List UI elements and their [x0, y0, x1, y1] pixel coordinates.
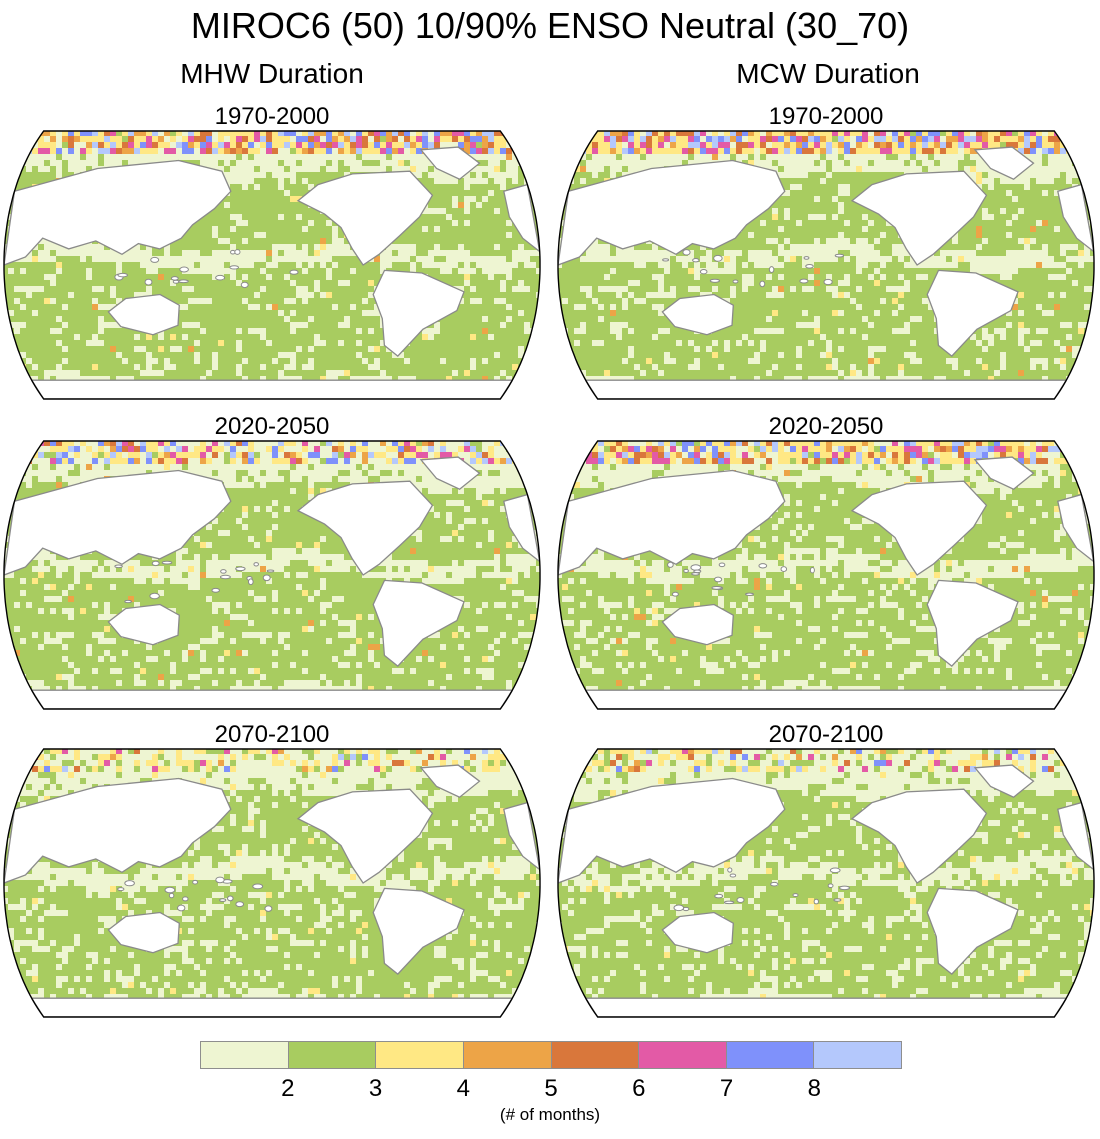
land-mass — [926, 269, 1019, 357]
colorbar-tick-label: 3 — [368, 1075, 383, 1102]
panel-title-mcw-3: 2070-2100 — [768, 721, 884, 748]
colorbar-tick-label: 2 — [281, 1075, 295, 1102]
colorbar-unit-label: (# of months) — [499, 1105, 601, 1124]
land-mass — [1057, 493, 1094, 564]
panel-title-mhw-2: 2020-2050 — [214, 413, 330, 440]
land-mass — [296, 170, 434, 266]
ocean-field — [4, 749, 540, 1017]
land-mass — [419, 764, 481, 798]
map-panel-mcw-2 — [556, 440, 1096, 710]
colorbar-box — [376, 1042, 464, 1068]
land-mass — [503, 801, 540, 872]
panel-title-mcw-2: 2020-2050 — [768, 413, 884, 440]
land-mass — [30, 997, 514, 1017]
map-outline — [3, 440, 541, 710]
colorbar-tick-label: 7 — [719, 1075, 734, 1102]
ocean-field — [558, 749, 1094, 1017]
panel-title-mhw-1: 1970-2000 — [214, 103, 330, 130]
land-mass — [584, 689, 1068, 709]
land-mass — [296, 480, 434, 576]
land-mass — [4, 159, 232, 266]
column-heading-mhw: MHW Duration — [180, 58, 364, 89]
land-mass — [584, 379, 1068, 399]
colorbar-tick-label: 6 — [632, 1075, 646, 1102]
map-panel-mhw-2 — [2, 440, 542, 710]
land-mass — [973, 456, 1035, 490]
colorbar-box — [814, 1042, 901, 1068]
colorbar-box — [551, 1042, 640, 1068]
land-mass — [1057, 183, 1094, 254]
land-mass — [973, 764, 1035, 798]
ocean-field — [4, 441, 540, 709]
land-mass — [661, 603, 734, 646]
colorbar-box — [639, 1042, 727, 1068]
map-panel-mcw-3 — [556, 748, 1096, 1018]
land-mass — [372, 579, 465, 667]
map-outline — [3, 748, 541, 1018]
land-mass — [419, 146, 481, 180]
land-mass — [558, 469, 786, 576]
land-mass — [4, 777, 232, 884]
ocean-field — [558, 441, 1094, 709]
land-mass — [973, 146, 1035, 180]
colorbar-tick-label: 4 — [456, 1075, 470, 1102]
land-mass — [661, 293, 734, 336]
column-heading-mcw: MCW Duration — [736, 58, 920, 89]
land-mass — [558, 777, 786, 884]
ocean-field — [4, 131, 540, 399]
colorbar-box — [726, 1042, 815, 1068]
land-mass — [30, 689, 514, 709]
colorbar-box — [463, 1042, 552, 1068]
land-mass — [372, 887, 465, 975]
land-mass — [926, 579, 1019, 667]
land-mass — [107, 293, 180, 336]
figure-title: MIROC6 (50) 10/90% ENSO Neutral (30_70) — [190, 5, 910, 46]
land-mass — [107, 911, 180, 954]
ocean-field — [558, 131, 1094, 399]
land-mass — [30, 379, 514, 399]
panel-title-mhw-3: 2070-2100 — [214, 721, 330, 748]
land-mass — [558, 159, 786, 266]
land-mass — [503, 183, 540, 254]
map-panel-mhw-3 — [2, 748, 542, 1018]
land-mass — [107, 603, 180, 646]
colorbar-tick-label: 8 — [807, 1075, 821, 1102]
land-mass — [419, 456, 481, 490]
land-mass — [4, 469, 232, 576]
map-outline — [3, 130, 541, 400]
colorbar-box — [201, 1042, 289, 1068]
map-panel-mcw-1 — [556, 130, 1096, 400]
land-mass — [584, 997, 1068, 1017]
map-outline — [557, 440, 1095, 710]
colorbar-tick-label: 5 — [544, 1075, 558, 1102]
land-mass — [850, 788, 988, 884]
land-mass — [1057, 801, 1094, 872]
map-panel-mhw-1 — [2, 130, 542, 400]
land-mass — [372, 269, 465, 357]
map-outline — [557, 130, 1095, 400]
colorbar-box — [288, 1042, 377, 1068]
land-mass — [661, 911, 734, 954]
land-mass — [296, 788, 434, 884]
map-outline — [557, 748, 1095, 1018]
land-mass — [850, 480, 988, 576]
land-mass — [926, 887, 1019, 975]
land-mass — [850, 170, 988, 266]
panel-title-mcw-1: 1970-2000 — [768, 103, 884, 130]
land-mass — [503, 493, 540, 564]
colorbar — [200, 1041, 902, 1069]
